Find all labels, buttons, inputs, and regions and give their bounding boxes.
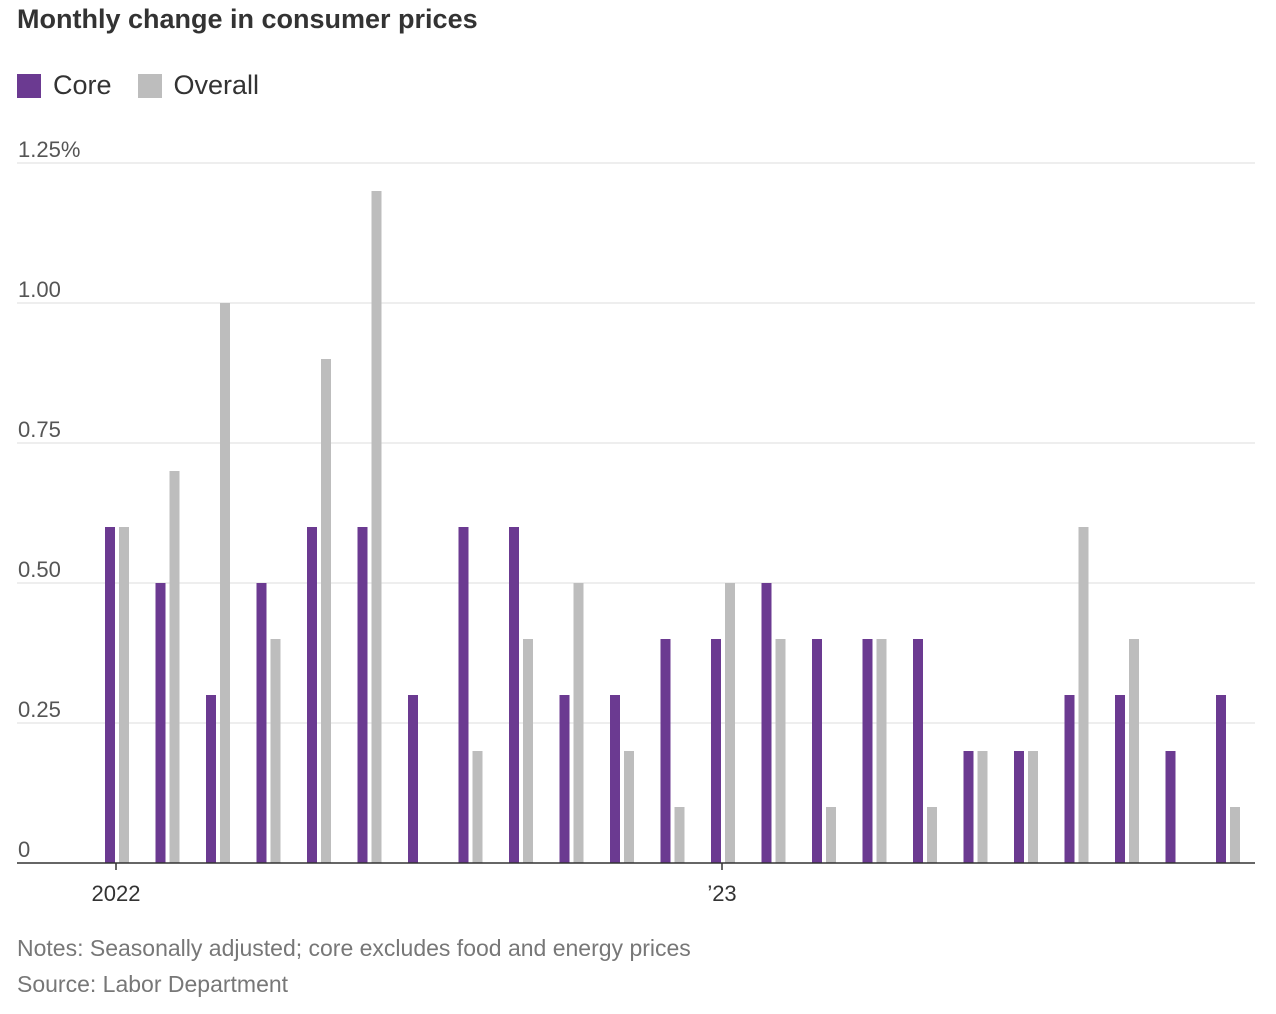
bar-core — [963, 751, 974, 863]
bar-core — [1115, 695, 1125, 863]
bar-overall — [977, 751, 988, 863]
bar-core — [761, 583, 772, 863]
bar-overall — [775, 639, 786, 863]
bar-overall — [1028, 751, 1038, 863]
legend: Core Overall — [17, 70, 285, 101]
bar-overall — [674, 807, 685, 863]
bar-overall — [1230, 807, 1240, 863]
y-tick-label: 1.00 — [18, 277, 61, 302]
bar-core — [458, 527, 469, 863]
bar-overall — [573, 583, 584, 863]
bar-core — [559, 695, 570, 863]
x-tick-label: 2022 — [92, 881, 141, 906]
bar-core — [1216, 695, 1226, 863]
y-tick-label: 0.25 — [18, 697, 61, 722]
legend-swatch-core — [17, 73, 41, 98]
bar-core — [408, 695, 418, 863]
bar-overall — [371, 191, 382, 863]
bar-core — [256, 583, 267, 863]
bar-overall — [321, 359, 331, 863]
y-tick-label: 0.75 — [18, 417, 61, 442]
bar-core — [1064, 695, 1075, 863]
legend-label-core: Core — [53, 70, 112, 100]
bar-overall — [270, 639, 281, 863]
bar-core — [155, 583, 166, 863]
bar-overall — [169, 471, 180, 863]
bar-overall — [725, 583, 735, 863]
x-tick-label: ’23 — [707, 881, 736, 906]
bar-overall — [1129, 639, 1139, 863]
bar-overall — [472, 751, 483, 863]
bar-overall — [220, 303, 230, 863]
y-tick-label: 0 — [18, 837, 30, 862]
y-tick-label: 1.25% — [18, 137, 80, 162]
bar-core — [660, 639, 671, 863]
bar-core — [509, 527, 519, 863]
chart-source: Source: Labor Department — [17, 971, 289, 997]
chart-notes: Notes: Seasonally adjusted; core exclude… — [17, 935, 691, 961]
y-tick-label: 0.50 — [18, 557, 61, 582]
bar-overall — [1078, 527, 1089, 863]
bar-core — [913, 639, 923, 863]
bar-core — [610, 695, 620, 863]
bar-core — [307, 527, 317, 863]
bar-core — [357, 527, 368, 863]
bar-overall — [927, 807, 937, 863]
bar-overall — [826, 807, 836, 863]
chart-title: Monthly change in consumer prices — [17, 4, 478, 34]
bar-overall — [523, 639, 533, 863]
bar-core — [862, 639, 873, 863]
bar-core — [1165, 751, 1176, 863]
legend-label-overall: Overall — [173, 70, 260, 100]
bar-core — [711, 639, 721, 863]
bar-core — [105, 527, 115, 863]
bar-core — [1014, 751, 1024, 863]
bar-overall — [876, 639, 887, 863]
legend-swatch-overall — [137, 73, 162, 98]
bar-overall — [624, 751, 634, 863]
bar-core — [812, 639, 822, 863]
bar-overall — [119, 527, 129, 863]
bar-core — [206, 695, 216, 863]
